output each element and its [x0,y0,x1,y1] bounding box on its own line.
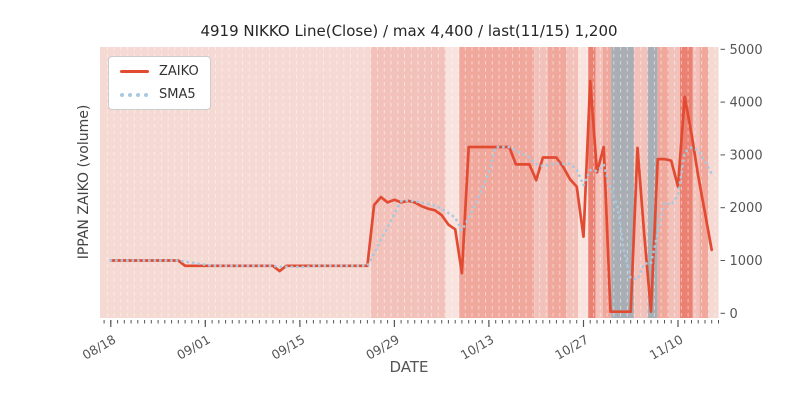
zaiko-line-swatch [120,70,149,73]
background-band [534,47,548,318]
legend-item-zaiko: ZAIKO [120,64,199,79]
background-band [547,47,567,318]
background-band [445,47,460,318]
y-tick-label: 5000 [730,43,763,58]
sma5-line-swatch [120,92,124,97]
background-band [680,47,693,318]
y-tick-label: 2000 [730,201,763,216]
legend-label-sma5: SMA5 [159,87,196,102]
background-band [370,47,446,318]
y-tick-label: 1000 [730,254,763,269]
background-band [647,47,658,318]
background-band [692,47,700,318]
background-band [657,47,669,318]
y-tick-label: 4000 [730,96,763,111]
sma5-line [109,145,714,281]
background-band [595,47,603,318]
chart-title: 4919 NIKKO Line(Close) / max 4,400 / las… [200,22,618,40]
y-tick-label: 0 [730,307,738,322]
y-tick-label: 3000 [730,148,763,163]
legend-item-sma5: SMA5 [120,87,199,102]
zaiko-swatch-box [120,70,150,73]
legend-label-zaiko: ZAIKO [159,64,199,79]
background-band [708,47,719,318]
sma5-swatch-box [120,92,150,97]
x-axis-label: DATE [389,358,429,376]
background-band [699,47,709,318]
background-band [578,47,589,318]
background-band [588,47,596,318]
legend: ZAIKO SMA5 [108,56,211,110]
background-band [459,47,535,318]
y-axis-label: IPPAN ZAIKO (volume) [76,104,92,260]
background-band [611,47,635,318]
